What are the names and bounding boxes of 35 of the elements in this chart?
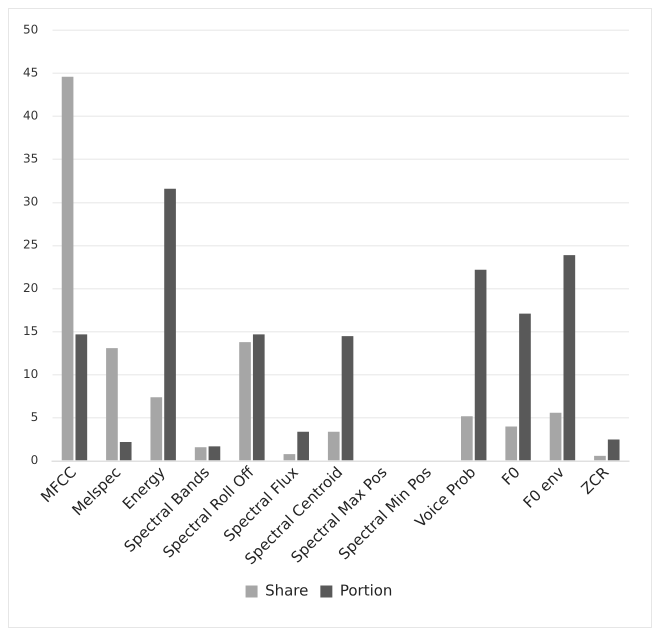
bar bbox=[150, 397, 162, 460]
y-tick-label: 15 bbox=[22, 324, 38, 338]
bar bbox=[239, 342, 251, 460]
bar bbox=[106, 348, 118, 460]
bar bbox=[62, 76, 74, 460]
bar bbox=[328, 432, 340, 460]
bar bbox=[505, 426, 518, 460]
bar bbox=[75, 334, 88, 460]
bar bbox=[461, 416, 473, 460]
bar bbox=[563, 255, 576, 460]
bar bbox=[164, 188, 176, 460]
bar bbox=[550, 412, 562, 460]
y-tick-label: 45 bbox=[22, 65, 38, 80]
y-tick-label: 20 bbox=[22, 280, 38, 295]
y-tick-label: 25 bbox=[22, 238, 38, 252]
bar bbox=[297, 432, 309, 460]
bar bbox=[519, 314, 531, 460]
legend-label: Portion bbox=[340, 581, 392, 600]
bar bbox=[120, 442, 132, 460]
bar bbox=[252, 334, 265, 460]
y-tick-label: 30 bbox=[22, 194, 38, 209]
y-tick-label: 10 bbox=[22, 366, 38, 381]
y-tick-label: 0 bbox=[30, 453, 38, 468]
y-tick-label: 5 bbox=[30, 410, 38, 424]
bar bbox=[608, 439, 620, 460]
y-tick-label: 35 bbox=[22, 152, 38, 166]
bar bbox=[284, 454, 296, 460]
bar bbox=[474, 270, 486, 460]
y-tick-label: 50 bbox=[22, 22, 38, 36]
bar bbox=[194, 447, 207, 460]
y-tick-label: 40 bbox=[22, 108, 38, 122]
legend-label: Share bbox=[265, 581, 308, 600]
bar bbox=[208, 446, 220, 460]
bar bbox=[594, 456, 606, 460]
bar bbox=[342, 336, 354, 460]
